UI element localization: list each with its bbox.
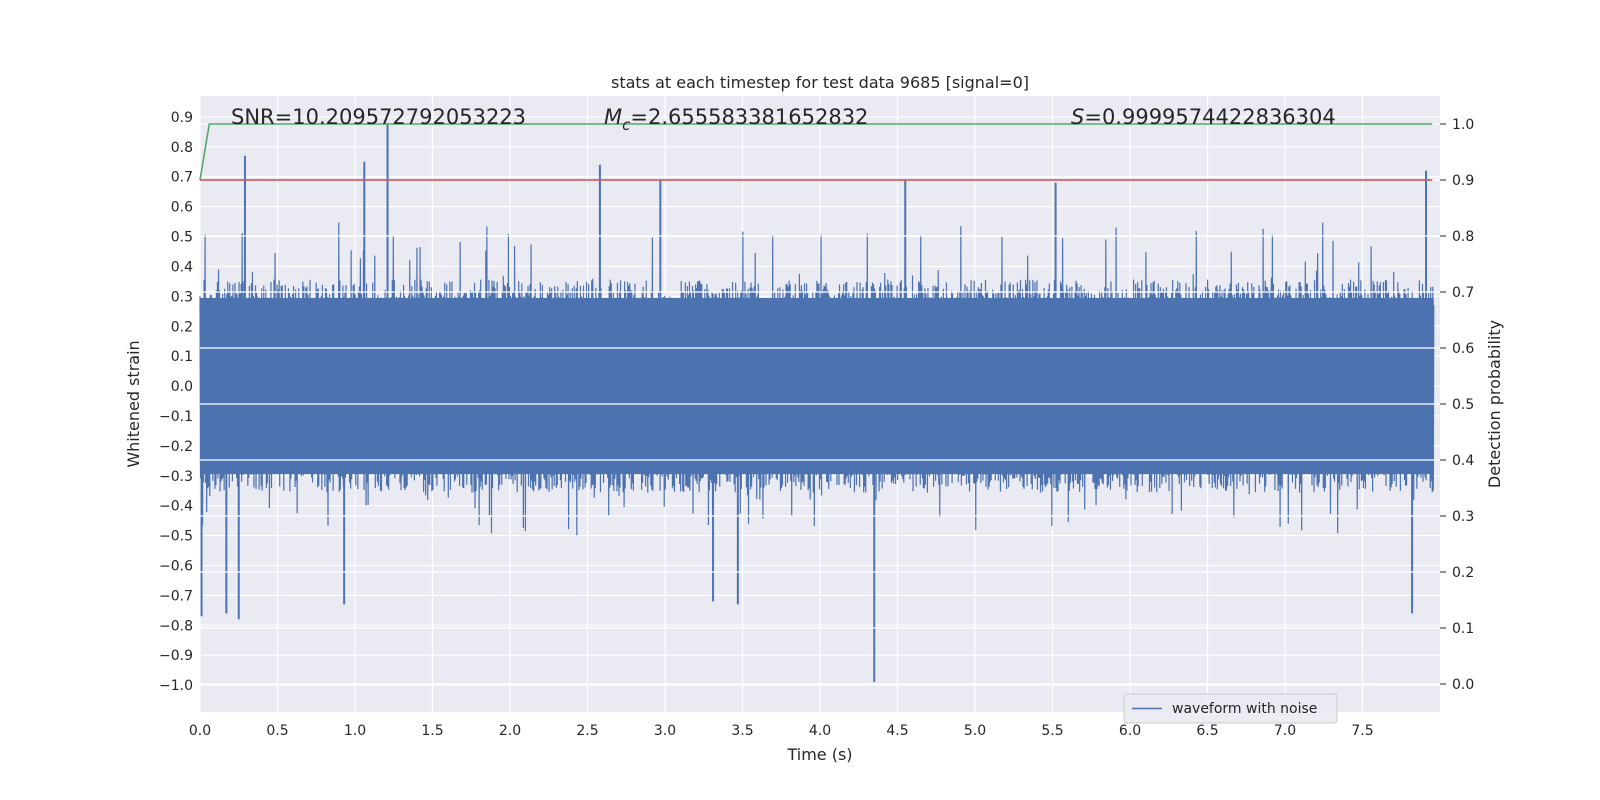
- y-tick-label: 0.9: [171, 110, 193, 126]
- x-tick-label: 4.5: [886, 723, 908, 739]
- y-tick-label: −1.0: [159, 678, 193, 694]
- y-tick-label: −0.2: [159, 439, 193, 455]
- y2-tick-label: 0.7: [1452, 285, 1474, 301]
- y-tick-label: 0.3: [171, 289, 193, 305]
- y-tick-label: −0.6: [159, 558, 193, 574]
- y-tick-label: 0.8: [171, 140, 193, 156]
- detection-probability-line: [199, 123, 1433, 181]
- x-tick-label: 5.0: [964, 723, 986, 739]
- y2-tick-label: 0.9: [1452, 173, 1474, 189]
- x-tick-label: 2.5: [576, 723, 598, 739]
- y-tick-label: −0.1: [159, 409, 193, 425]
- chirp-mass-annotation: Mc=2.655583381652832: [604, 105, 868, 134]
- x-tick-label: 1.0: [344, 723, 366, 739]
- y2-tick-label: 1.0: [1452, 117, 1474, 133]
- y-tick-label: 0.4: [171, 259, 193, 275]
- y2-tick-label: 0.1: [1452, 621, 1474, 637]
- x-tick-label: 0.5: [266, 723, 288, 739]
- legend-box: [1123, 693, 1338, 724]
- y-tick-label: 0.6: [171, 200, 193, 216]
- y2-tick-label: 0.2: [1452, 565, 1474, 581]
- y-tick-labels: 0.9 0.8 0.7 0.6 0.5 0.4 0.3 0.2 0.1 0.0 −0.1 −0.2 −0…: [159, 110, 193, 694]
- chirp-mass-symbol: M: [604, 105, 622, 129]
- y2-tick-label: 0.0: [1452, 677, 1474, 693]
- score-symbol: S: [1071, 105, 1084, 129]
- x-tick-label: 0.0: [189, 723, 211, 739]
- chirp-mass-value: =2.655583381652832: [630, 105, 868, 129]
- y2-tick-labels: 1.0 0.9 0.8 0.7 0.6 0.5 0.4 0.3 0.2 0.1 0.0: [1440, 117, 1474, 693]
- waveform-series: [199, 122, 1435, 683]
- y-tick-label: −0.7: [159, 588, 193, 604]
- y2-tick-label: 0.5: [1452, 397, 1474, 413]
- x-tick-label: 3.5: [731, 723, 753, 739]
- y-tick-label: 0.7: [171, 170, 193, 186]
- y2-axis-label: Detection probability: [1485, 320, 1504, 488]
- y-tick-label: −0.9: [159, 648, 193, 664]
- y-tick-label: 0.1: [171, 349, 193, 365]
- y2-tick-label: 0.6: [1452, 341, 1474, 357]
- y-tick-label: −0.3: [159, 469, 193, 485]
- x-tick-label: 7.5: [1351, 723, 1373, 739]
- snr-annotation: SNR=10.209572792053223: [231, 105, 526, 129]
- y-tick-label: 0.2: [171, 319, 193, 335]
- x-tick-label: 2.0: [499, 723, 521, 739]
- score-value: =0.9999574422836304: [1084, 105, 1335, 129]
- score-annotation: S=0.9999574422836304: [1071, 105, 1336, 129]
- chart-title: stats at each timestep for test data 968…: [611, 73, 1029, 92]
- x-tick-labels: 0.0 0.5 1.0 1.5 2.0 2.5 3.0 3.5 4.0 4.5 5.0 5.5 6.0 6…: [189, 723, 1374, 739]
- x-tick-label: 7.0: [1274, 723, 1296, 739]
- x-tick-label: 4.0: [809, 723, 831, 739]
- x-tick-label: 1.5: [421, 723, 443, 739]
- x-axis-label: Time (s): [786, 745, 852, 764]
- y2-tick-label: 0.8: [1452, 229, 1474, 245]
- x-tick-label: 3.0: [654, 723, 676, 739]
- y-tick-label: −0.5: [159, 529, 193, 545]
- legend: waveform with noise: [1123, 693, 1338, 724]
- x-tick-label: 6.0: [1119, 723, 1141, 739]
- waveform-core: [200, 297, 1434, 475]
- y-tick-label: 0.0: [171, 379, 193, 395]
- y-tick-label: 0.5: [171, 230, 193, 246]
- y-tick-label: −0.4: [159, 499, 193, 515]
- legend-label: waveform with noise: [1172, 701, 1317, 717]
- y2-tick-label: 0.4: [1452, 453, 1474, 469]
- probability-series: [199, 123, 1433, 181]
- chirp-mass-subscript: c: [622, 116, 631, 134]
- x-tick-label: 5.5: [1041, 723, 1063, 739]
- x-tick-label: 6.5: [1196, 723, 1218, 739]
- y2-tick-label: 0.3: [1452, 509, 1474, 525]
- y-axis-label: Whitened strain: [124, 340, 143, 467]
- y-tick-label: −0.8: [159, 618, 193, 634]
